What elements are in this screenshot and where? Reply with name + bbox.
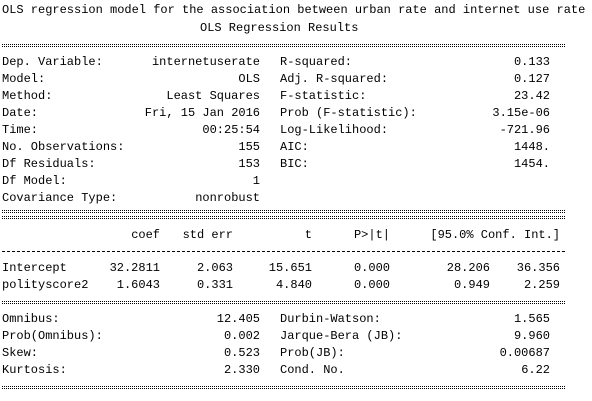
stat-label: Cond. No. [280, 363, 345, 377]
stat-label: AIC: [280, 140, 309, 154]
coef-value: 0.000 [353, 278, 390, 292]
stat-value: nonrobust [195, 191, 260, 205]
separator [2, 216, 565, 219]
stat-label: Prob(JB): [280, 346, 345, 360]
coef-value: 4.840 [275, 278, 312, 292]
stat-label: Dep. Variable: [2, 55, 103, 69]
separator [2, 301, 565, 304]
stat-value: OLS [238, 72, 260, 86]
stat-value: 3.15e-06 [492, 106, 550, 120]
stat-label: Durbin-Watson: [280, 312, 381, 326]
stat-label: Df Model: [2, 174, 67, 188]
stat-value: 6.22 [521, 363, 550, 377]
stat-value: Least Squares [166, 89, 260, 103]
coef-value: 15.651 [268, 261, 312, 275]
stat-value: 0.133 [513, 55, 550, 69]
stat-label: Adj. R-squared: [280, 72, 389, 86]
coef-value: 0.000 [353, 261, 390, 275]
stat-value: 0.00687 [499, 346, 550, 360]
column-header: coef [131, 228, 160, 242]
coef-value: 2.259 [523, 278, 560, 292]
stat-label: Kurtosis: [2, 363, 67, 377]
stat-label: Df Residuals: [2, 157, 96, 171]
stat-value: 1 [252, 174, 260, 188]
stat-value: 23.42 [513, 89, 550, 103]
stat-value: internetuserate [151, 55, 260, 69]
stat-label: Prob(Omnibus): [2, 329, 103, 343]
stat-label: Method: [2, 89, 53, 103]
stat-label: Model: [2, 72, 46, 86]
stat-value: 2.330 [223, 363, 260, 377]
separator [2, 44, 565, 47]
coef-value: 32.2811 [109, 261, 160, 275]
title: OLS regression model for the association… [2, 3, 586, 17]
stat-value: 153 [238, 157, 260, 171]
stat-value: 12.405 [216, 312, 260, 326]
stat-value: 1.565 [513, 312, 550, 326]
coef-value: 1.6043 [116, 278, 160, 292]
stat-value: 00:25:54 [202, 123, 260, 137]
term-name: Intercept [2, 261, 67, 275]
stat-value: 1448. [513, 140, 550, 154]
coef-value: 0.949 [453, 278, 490, 292]
stat-value: 0.127 [513, 72, 550, 86]
column-header: t [304, 228, 312, 242]
stat-label: Date: [2, 106, 39, 120]
separator [2, 251, 565, 252]
stat-value: 155 [238, 140, 260, 154]
stat-label: Skew: [2, 346, 39, 360]
stat-label: F-statistic: [280, 89, 367, 103]
separator [2, 386, 565, 389]
column-header: P>|t| [353, 228, 390, 242]
stat-value: -721.96 [499, 123, 550, 137]
subtitle: OLS Regression Results [200, 21, 359, 35]
stat-value: Fri, 15 Jan 2016 [144, 106, 260, 120]
stat-label: R-squared: [280, 55, 353, 69]
stat-label: Prob (F-statistic): [280, 106, 417, 120]
column-header: [95.0% Conf. Int.] [430, 228, 560, 242]
stat-label: No. Observations: [2, 140, 125, 154]
coef-value: 0.331 [196, 278, 233, 292]
term-name: polityscore2 [2, 278, 89, 292]
stat-label: Time: [2, 123, 39, 137]
stat-value: 9.960 [513, 329, 550, 343]
stat-label: Log-Likelihood: [280, 123, 389, 137]
stat-value: 0.002 [223, 329, 260, 343]
coef-value: 36.356 [516, 261, 560, 275]
separator [2, 210, 565, 213]
stat-label: Jarque-Bera (JB): [280, 329, 403, 343]
coef-value: 2.063 [196, 261, 233, 275]
stat-label: BIC: [280, 157, 309, 171]
stat-label: Covariance Type: [2, 191, 118, 205]
column-header: std err [182, 228, 233, 242]
stat-value: 1454. [513, 157, 550, 171]
coef-value: 28.206 [446, 261, 490, 275]
stat-value: 0.523 [223, 346, 260, 360]
stat-label: Omnibus: [2, 312, 60, 326]
